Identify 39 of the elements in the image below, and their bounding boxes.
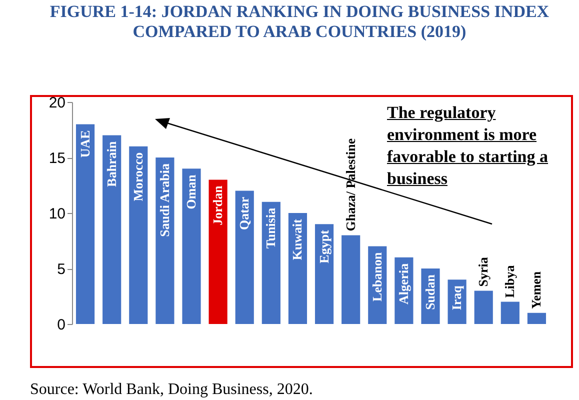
bar (235, 190, 254, 324)
x-tick-label: Ghaza/ Palestine (342, 138, 358, 232)
x-tick-label: Morocco (130, 152, 146, 202)
x-tick-label: Yemen (528, 270, 544, 309)
x-tick-label: Algeria (396, 262, 411, 305)
y-tick-label: 5 (57, 261, 66, 278)
annotation: The regulatory environment is more favorable to starting a business (387, 102, 550, 190)
x-tick-label: Iraq (449, 284, 464, 310)
x-tick-label: Egypt (316, 229, 332, 264)
y-tick-label: 20 (48, 94, 66, 112)
y-tick-label: 15 (48, 150, 66, 167)
x-tick-label: Tunisia (263, 207, 278, 249)
bar (262, 202, 280, 324)
bar (474, 290, 493, 324)
x-tick-label: Sudan (422, 274, 438, 310)
x-tick-label: UAE (77, 130, 92, 158)
y-tick-label: 0 (57, 316, 66, 334)
x-tick-label: Syria (476, 256, 491, 287)
source-note: Source: World Bank, Doing Business, 2020. (30, 381, 313, 399)
x-tick-label: Jordan (210, 184, 226, 226)
bar (208, 180, 228, 324)
x-tick-label: Oman (184, 174, 198, 210)
bar (102, 135, 122, 324)
y-tick-label: 10 (48, 206, 66, 222)
bar (500, 302, 520, 324)
x-tick-label: Lebanon (369, 252, 384, 302)
bar (76, 124, 95, 324)
bar (129, 146, 148, 324)
x-tick-label: Qatar (236, 196, 252, 230)
bar (314, 224, 334, 324)
x-tick-label: Libya (502, 264, 518, 298)
x-tick-label: Bahrain (104, 140, 119, 187)
bar (527, 312, 546, 324)
x-tick-label: Kuwait (290, 218, 305, 260)
chart-title: FIGURE 1-14: JORDAN RANKING IN DOING BUSINESS INDEX COMPARED TO ARAB COUNTRIES (2019) (48, 2, 550, 42)
bar (288, 213, 308, 324)
bar (342, 235, 360, 324)
bar (182, 168, 201, 324)
x-tick-label: Saudi Arabia (156, 163, 172, 237)
